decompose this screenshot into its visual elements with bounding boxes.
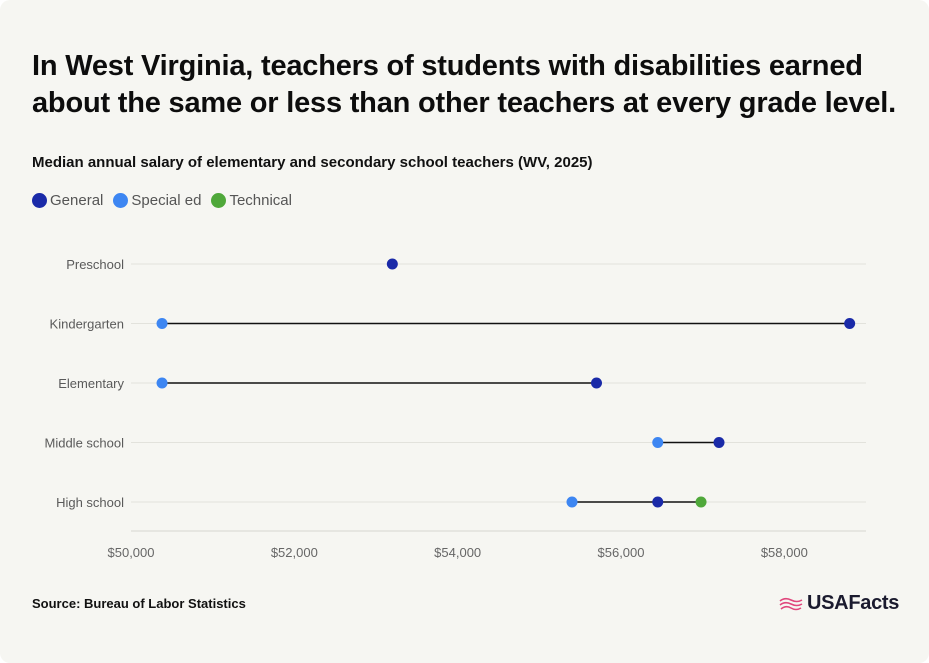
brand-logo: USAFacts: [779, 592, 899, 615]
dot-general-high-school: [652, 496, 664, 508]
x-tick-label: $52,000: [271, 545, 318, 560]
legend-swatch-special-ed: [113, 193, 129, 208]
legend-item-general: General: [32, 192, 103, 209]
dot-special-ed-elementary: [156, 377, 168, 389]
x-tick-label: $58,000: [761, 545, 808, 560]
x-tick-label: $56,000: [598, 545, 645, 560]
legend-label-special-ed: Special ed: [131, 192, 202, 209]
category-label-preschool: Preschool: [66, 257, 124, 272]
legend: General Special ed Technical: [32, 192, 302, 209]
dot-technical-high-school: [695, 496, 707, 508]
source-note: Source: Bureau of Labor Statistics: [32, 596, 246, 611]
dot-special-ed-high-school: [566, 496, 578, 508]
brand-name: USAFacts: [807, 592, 900, 614]
chart-subtitle: Median annual salary of elementary and s…: [32, 154, 593, 171]
legend-swatch-technical: [211, 193, 227, 208]
legend-item-special-ed: Special ed: [113, 192, 201, 209]
usa-flag-icon: [779, 597, 803, 610]
dot-special-ed-kindergarten: [156, 318, 168, 329]
category-label-high-school: High school: [56, 495, 124, 510]
dot-general-kindergarten: [844, 318, 856, 329]
dot-general-preschool: [386, 258, 398, 270]
legend-item-technical: Technical: [211, 192, 292, 209]
category-label-middle-school: Middle school: [45, 436, 125, 451]
legend-swatch-general: [32, 193, 47, 208]
legend-label-general: General: [50, 192, 104, 209]
category-label-kindergarten: Kindergarten: [50, 317, 124, 332]
chart-title: In West Virginia, teachers of students w…: [32, 50, 896, 119]
dot-special-ed-middle-school: [652, 437, 664, 448]
x-tick-label: $50,000: [108, 545, 155, 560]
dot-general-middle-school: [713, 437, 725, 448]
x-tick-label: $54,000: [434, 545, 481, 560]
dot-general-elementary: [591, 377, 602, 389]
category-label-elementary: Elementary: [58, 376, 124, 391]
legend-label-technical: Technical: [229, 192, 292, 209]
